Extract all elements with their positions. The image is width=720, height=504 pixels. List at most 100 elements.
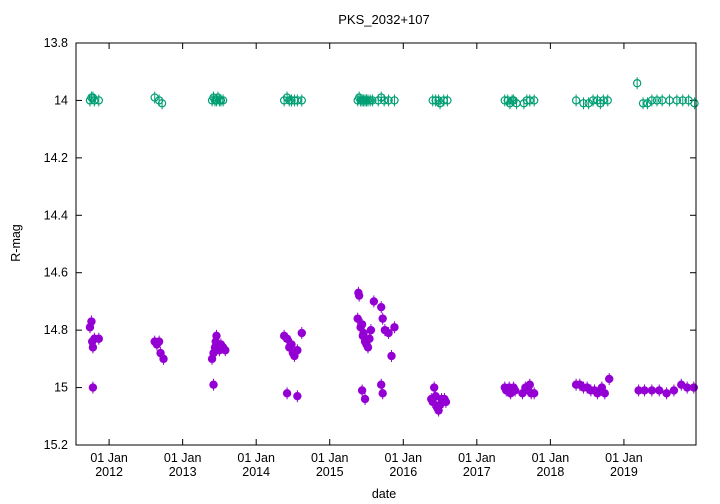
data-point-filled bbox=[353, 314, 362, 323]
data-point-filled bbox=[605, 374, 614, 384]
x-tick-label: 01 Jan bbox=[532, 451, 570, 465]
data-point-filled bbox=[354, 291, 364, 300]
data-point-filled bbox=[387, 351, 396, 361]
data-point-filled bbox=[390, 323, 399, 332]
y-tick-label: 14.2 bbox=[44, 151, 68, 165]
data-point-open bbox=[285, 96, 294, 105]
data-point-filled bbox=[640, 386, 649, 395]
y-axis-label: R-mag bbox=[9, 224, 23, 262]
data-point-open bbox=[365, 96, 375, 105]
data-point-filled bbox=[365, 334, 374, 343]
data-point-filled bbox=[647, 386, 657, 395]
data-point-filled bbox=[293, 346, 302, 355]
data-point-open bbox=[390, 96, 399, 105]
y-tick-label: 14.4 bbox=[44, 208, 68, 222]
data-point-filled bbox=[357, 386, 367, 395]
data-point-open bbox=[443, 96, 452, 105]
data-marks bbox=[85, 77, 699, 417]
data-point-filled bbox=[154, 337, 164, 346]
data-point-open bbox=[90, 96, 99, 105]
data-point-filled bbox=[377, 302, 386, 312]
x-tick-label: 01 Jan bbox=[605, 451, 643, 465]
x-tick-label: 01 Jan bbox=[90, 451, 128, 465]
y-tick-label: 15 bbox=[54, 381, 68, 395]
data-point-filled bbox=[655, 386, 664, 395]
data-point-open bbox=[154, 96, 164, 105]
data-point-open bbox=[377, 93, 386, 102]
data-point-open bbox=[509, 96, 518, 105]
data-point-open bbox=[632, 78, 642, 88]
data-point-filled bbox=[297, 328, 306, 338]
data-point-filled bbox=[293, 391, 302, 401]
x-tick-year: 2016 bbox=[389, 465, 417, 479]
data-point-open bbox=[297, 96, 306, 105]
data-point-filled bbox=[212, 331, 221, 341]
x-tick-label: 01 Jan bbox=[237, 451, 275, 465]
x-tick-label: 01 Jan bbox=[311, 451, 349, 465]
data-point-filled bbox=[209, 380, 218, 389]
x-tick-label: 01 Jan bbox=[164, 451, 202, 465]
data-point-filled bbox=[360, 394, 370, 404]
x-tick-year: 2012 bbox=[95, 465, 123, 479]
data-point-open bbox=[643, 99, 652, 108]
data-point-open bbox=[672, 96, 682, 105]
data-point-filled bbox=[510, 386, 520, 395]
data-point-filled bbox=[221, 346, 230, 355]
data-point-filled bbox=[378, 314, 387, 323]
data-point-filled bbox=[159, 354, 168, 364]
data-point-open bbox=[157, 99, 167, 108]
data-point-open bbox=[529, 96, 539, 105]
data-point-open bbox=[287, 96, 296, 105]
data-point-filled bbox=[529, 389, 539, 398]
data-point-filled bbox=[282, 389, 292, 398]
data-point-open bbox=[571, 96, 581, 105]
y-tick-label: 14.6 bbox=[44, 266, 68, 280]
data-point-filled bbox=[384, 328, 393, 338]
data-point-open bbox=[94, 96, 103, 105]
data-point-open bbox=[588, 96, 598, 105]
y-tick-label: 13.8 bbox=[44, 36, 68, 50]
data-point-open bbox=[431, 96, 440, 105]
data-point-open bbox=[218, 96, 228, 105]
data-point-filled bbox=[377, 380, 386, 389]
x-tick-year: 2014 bbox=[242, 465, 270, 479]
data-point-open bbox=[384, 96, 393, 105]
x-tick-year: 2018 bbox=[536, 465, 564, 479]
data-point-filled bbox=[359, 328, 368, 338]
data-point-filled bbox=[88, 383, 98, 392]
data-point-open bbox=[579, 99, 588, 108]
data-point-open bbox=[374, 96, 383, 105]
data-point-open bbox=[638, 99, 648, 108]
data-point-filled bbox=[600, 389, 610, 398]
y-tick-label: 14 bbox=[54, 93, 68, 107]
data-point-open bbox=[368, 96, 377, 105]
x-tick-year: 2017 bbox=[463, 465, 491, 479]
data-point-filled bbox=[369, 297, 379, 306]
data-point-open bbox=[525, 96, 534, 105]
data-point-filled bbox=[525, 380, 534, 389]
data-point-open bbox=[428, 96, 437, 105]
data-point-filled bbox=[94, 334, 103, 343]
data-point-open bbox=[603, 96, 612, 105]
data-point-filled bbox=[366, 325, 376, 335]
data-point-filled bbox=[662, 389, 671, 398]
data-point-open bbox=[690, 99, 699, 108]
x-tick-year: 2019 bbox=[610, 465, 638, 479]
y-tick-label: 14.8 bbox=[44, 323, 68, 337]
data-point-open bbox=[647, 96, 657, 105]
data-point-open bbox=[652, 96, 662, 105]
data-point-open bbox=[150, 93, 159, 102]
x-axis-label: date bbox=[372, 487, 396, 501]
data-point-open bbox=[596, 99, 605, 108]
data-point-filled bbox=[669, 386, 679, 395]
data-point-open bbox=[293, 96, 302, 105]
data-point-filled bbox=[378, 389, 387, 398]
y-tick-label: 15.2 bbox=[44, 438, 68, 452]
data-point-open bbox=[678, 96, 687, 105]
x-tick-year: 2013 bbox=[169, 465, 197, 479]
data-point-filled bbox=[287, 340, 296, 349]
data-point-open bbox=[599, 96, 608, 105]
data-point-open bbox=[216, 96, 226, 105]
data-point-filled bbox=[363, 343, 373, 352]
